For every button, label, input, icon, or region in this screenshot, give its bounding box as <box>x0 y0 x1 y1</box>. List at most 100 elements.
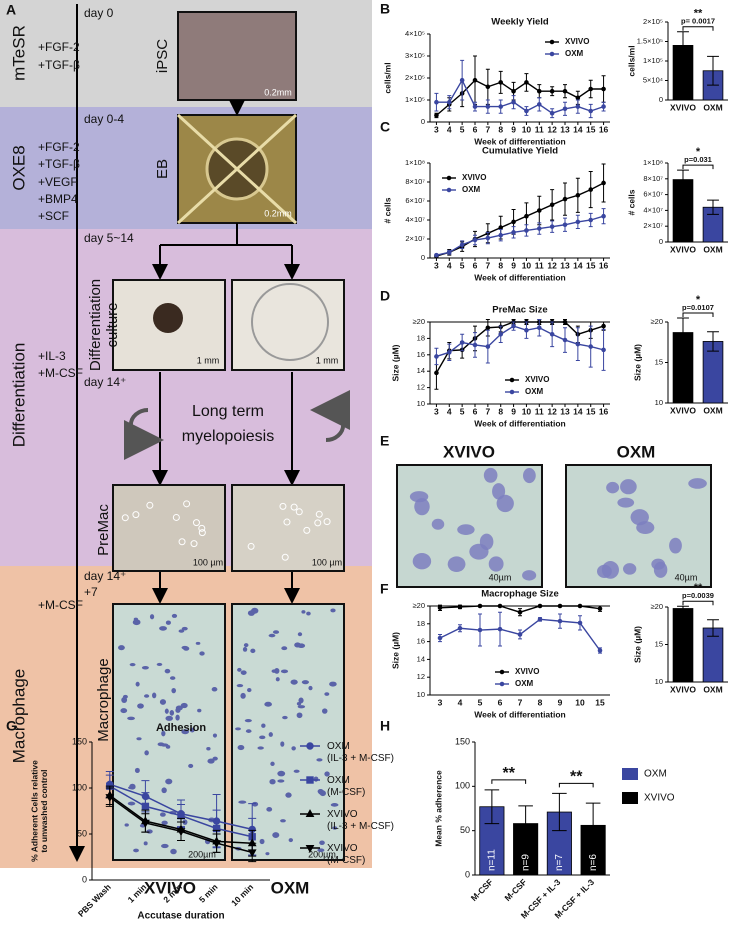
error-bar <box>677 317 689 348</box>
marker <box>177 811 185 820</box>
scale-bar-label: 200µm <box>308 849 336 859</box>
chart-title: Cumulative Yield <box>482 146 558 157</box>
culture-cyst <box>251 283 329 361</box>
marker <box>577 603 583 609</box>
cell <box>165 620 171 625</box>
x-tick-label: 10 <box>522 124 532 134</box>
marker <box>575 341 581 347</box>
cell <box>245 729 252 733</box>
ipsc-image <box>177 11 297 101</box>
cell <box>315 510 323 518</box>
marker <box>459 77 465 83</box>
significance-stars: ** <box>570 769 583 786</box>
p-value: p=0.0039 <box>682 591 714 600</box>
culture-image <box>231 279 345 371</box>
marker <box>434 252 439 258</box>
x-tick-label: 15 <box>586 260 596 270</box>
x-tick-label: 6 <box>473 124 478 134</box>
cell <box>283 518 291 526</box>
x-tick-label: 7 <box>518 697 523 707</box>
cell <box>266 807 273 812</box>
error-bar <box>585 802 601 849</box>
y-tick-label: 2×10⁵ <box>405 73 425 82</box>
cell <box>247 542 255 550</box>
cell <box>259 735 266 740</box>
cell <box>175 705 183 711</box>
bar-label: n=9 <box>520 854 531 871</box>
cell <box>617 497 635 508</box>
y-tick-label: ≥20 <box>413 317 425 326</box>
cell <box>212 733 218 738</box>
cell <box>160 743 169 747</box>
x-tick-label: 4 <box>447 260 452 270</box>
marker <box>511 88 516 94</box>
error-bar <box>677 169 689 190</box>
cell <box>181 645 189 650</box>
y-tick-label: 50 <box>77 828 87 838</box>
center-text: Long term <box>192 403 264 420</box>
marker <box>536 208 542 213</box>
y-tick-label: 6×10⁷ <box>643 190 663 199</box>
marker <box>459 340 465 345</box>
marker <box>105 794 115 803</box>
cell <box>277 779 285 783</box>
marker <box>498 225 504 230</box>
y-tick-label: 10 <box>655 677 663 686</box>
cell <box>132 619 141 626</box>
x-tick-label: OXM <box>703 102 722 112</box>
day-label: day 14⁺ <box>84 375 126 389</box>
marker <box>457 625 463 631</box>
y-axis-label: cells/ml <box>382 62 392 93</box>
marker <box>588 108 594 114</box>
series-line <box>435 79 604 116</box>
chart-title: Adhesion <box>156 722 206 734</box>
cell <box>161 843 169 849</box>
x-tick-label: 10 <box>522 260 532 270</box>
cell <box>330 608 336 613</box>
x-tick-label: XVIVO <box>670 405 696 415</box>
y-tick-label: 12 <box>417 383 425 392</box>
marker <box>477 603 483 609</box>
cell <box>275 677 280 682</box>
x-tick-label: 15 <box>586 406 596 416</box>
marker <box>588 86 594 92</box>
panel-label: D <box>380 288 390 304</box>
marker <box>575 193 581 198</box>
macrophage-image <box>112 603 226 861</box>
marker <box>434 113 439 118</box>
scale-bar-label: 100 µm <box>193 557 223 567</box>
x-axis-label: Week of differentiation <box>474 709 565 719</box>
marker <box>562 319 568 325</box>
y-tick-label: 0 <box>421 253 425 262</box>
significance-bracket <box>682 312 714 317</box>
significance-bracket <box>682 26 714 31</box>
cell <box>172 513 180 521</box>
marker <box>306 776 314 784</box>
y-tick-label: 1×10⁸ <box>405 158 425 167</box>
legend-label: OXM <box>515 679 534 688</box>
cell <box>298 697 304 704</box>
cell <box>620 479 637 495</box>
cell <box>144 750 149 756</box>
cell <box>143 841 148 846</box>
cell <box>118 645 125 651</box>
x-tick-label: XVIVO <box>670 244 696 254</box>
x-tick-label: 11 <box>535 124 544 134</box>
cell <box>183 500 191 508</box>
x-tick-label: OXM <box>703 244 722 254</box>
significance-stars: ** <box>503 765 516 782</box>
cell <box>198 529 206 537</box>
x-tick-label: PBS Wash <box>76 882 113 919</box>
x-tick-label: 16 <box>599 260 609 270</box>
factor: +M-CSF <box>38 598 83 612</box>
marker <box>305 809 315 818</box>
cell <box>211 687 218 692</box>
marker <box>485 235 491 241</box>
marker <box>557 603 563 609</box>
x-tick-label: M-CSF <box>469 877 495 903</box>
legend-swatch <box>622 768 638 780</box>
marker <box>437 635 443 641</box>
x-tick-label: 4 <box>458 697 463 707</box>
micrograph-title: XVIVO <box>443 442 495 461</box>
marker <box>511 323 516 329</box>
